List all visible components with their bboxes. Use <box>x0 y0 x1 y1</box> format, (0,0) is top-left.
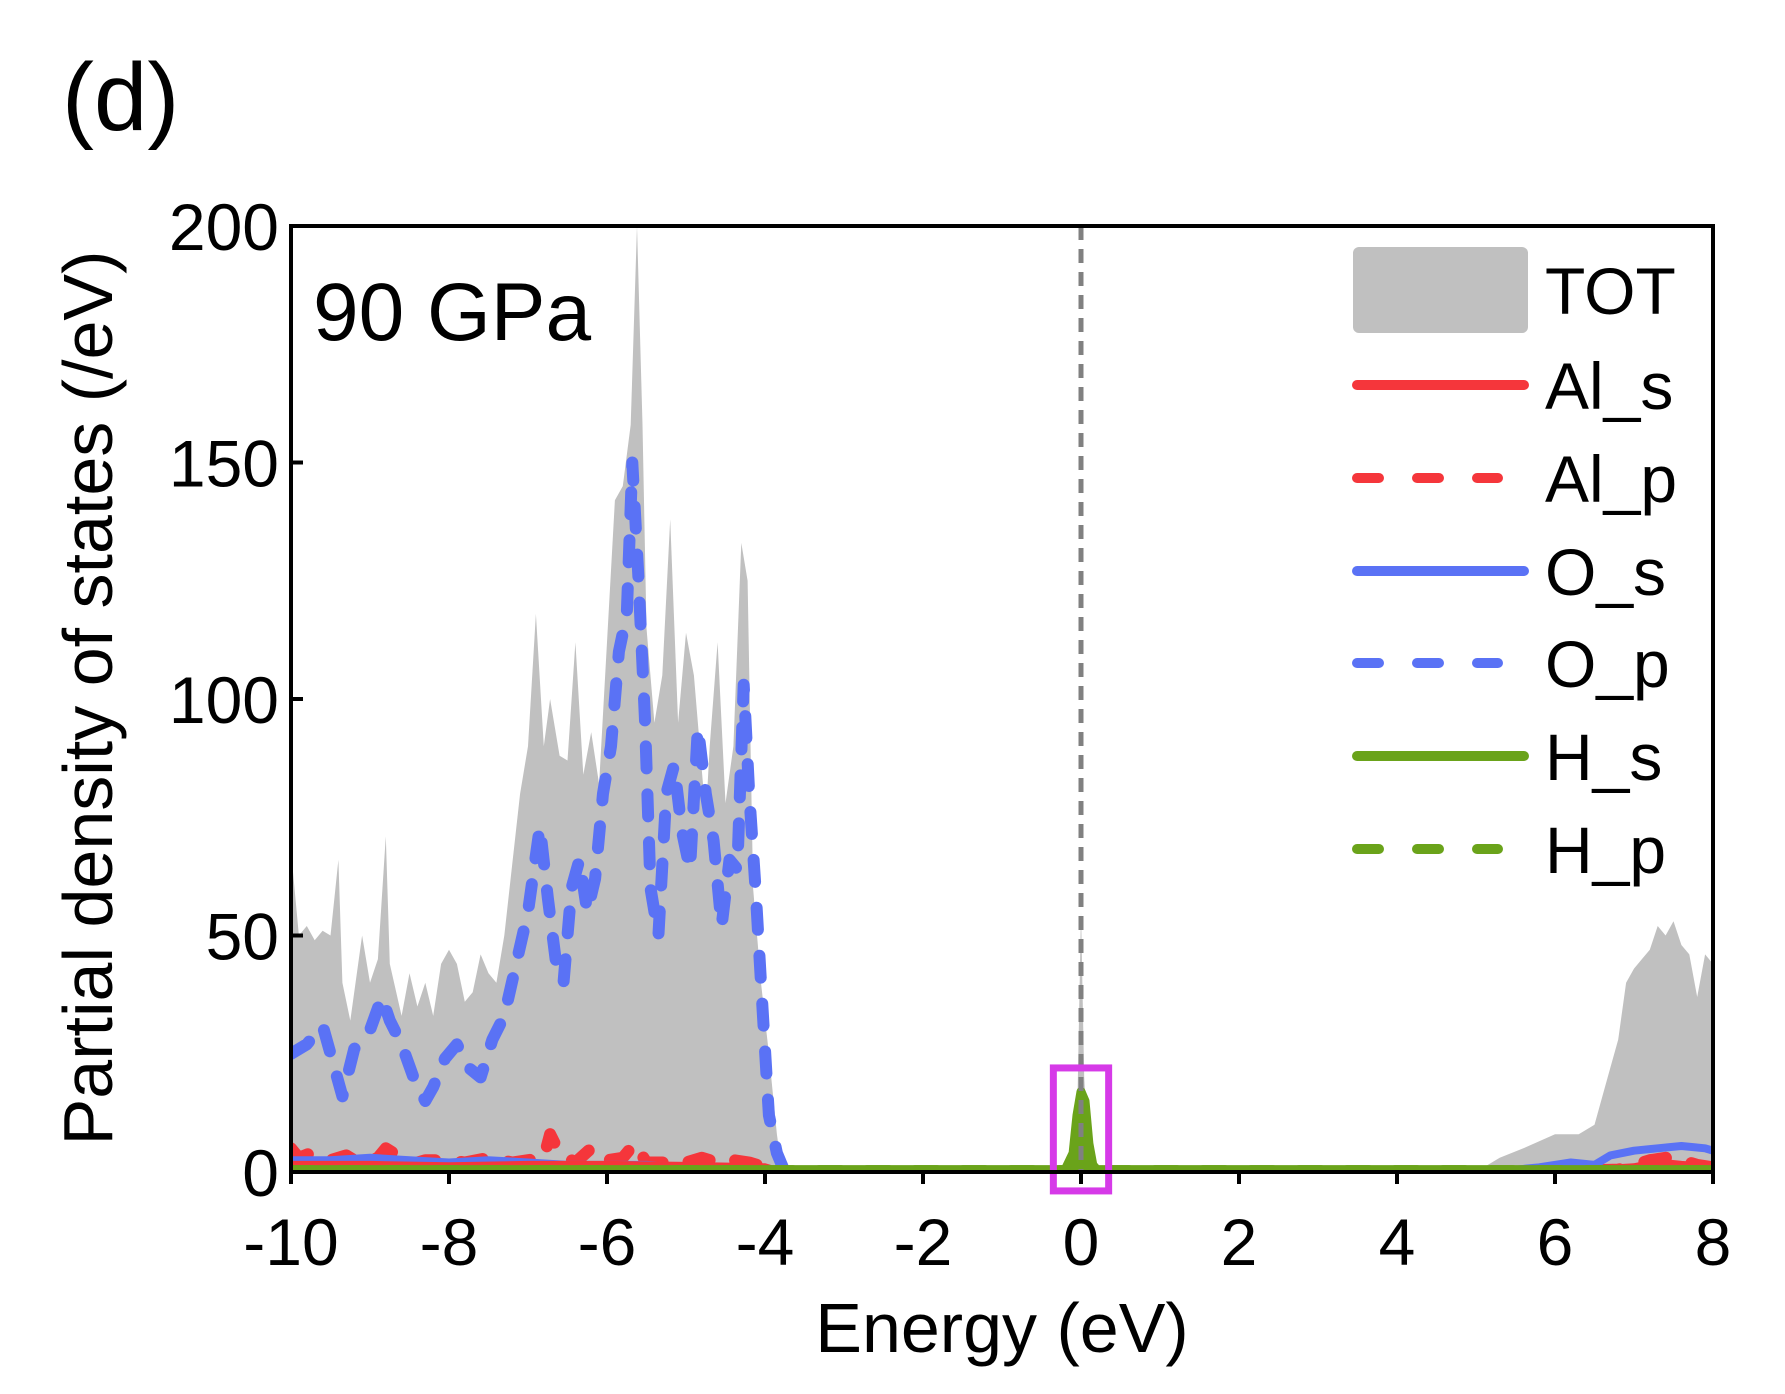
x-tick-label: 8 <box>1695 1205 1732 1279</box>
legend-item-h-p: H_p <box>1352 813 1666 887</box>
legend-item-o-p: O_p <box>1352 627 1670 701</box>
series-h-s-line <box>291 1087 1713 1172</box>
y-tick-label: 200 <box>169 190 279 264</box>
y-tick-label: 100 <box>169 663 279 737</box>
legend: TOT Al_s Al_p O_s O_p H_s H_p <box>1352 247 1677 887</box>
legend-label: Al_s <box>1545 349 1673 423</box>
legend-item-al-p: Al_p <box>1352 442 1677 516</box>
series-tot-area <box>291 226 1713 1172</box>
legend-item-o-s: O_s <box>1352 535 1666 609</box>
x-tick-label: -4 <box>736 1205 795 1279</box>
panel-label: (d) <box>62 44 179 151</box>
legend-item-tot: TOT <box>1353 247 1676 333</box>
legend-label: O_p <box>1545 627 1670 701</box>
x-axis-title: Energy (eV) <box>815 1289 1188 1367</box>
x-tick-label: 4 <box>1379 1205 1416 1279</box>
x-tick-label: -8 <box>420 1205 479 1279</box>
x-tick-label: 6 <box>1537 1205 1574 1279</box>
x-tick-label: -2 <box>894 1205 953 1279</box>
legend-swatch <box>1353 247 1528 333</box>
plot-area <box>291 226 1713 1172</box>
legend-label: H_p <box>1545 813 1666 887</box>
x-tick-label: 2 <box>1221 1205 1258 1279</box>
x-axis: -10 -8 -6 -4 -2 0 2 4 6 8 <box>243 1172 1731 1279</box>
x-tick-label: -10 <box>243 1205 338 1279</box>
y-tick-label: 0 <box>242 1136 279 1210</box>
legend-label: Al_p <box>1545 442 1677 516</box>
series-layer <box>291 226 1713 1172</box>
x-tick-label: 0 <box>1063 1205 1100 1279</box>
pressure-annotation: 90 GPa <box>313 267 591 358</box>
legend-label: H_s <box>1545 720 1662 794</box>
y-tick-label: 50 <box>206 900 279 974</box>
x-tick-label: -6 <box>578 1205 637 1279</box>
y-tick-label: 150 <box>169 427 279 501</box>
legend-item-al-s: Al_s <box>1352 349 1673 423</box>
highlight-box <box>1049 1064 1113 1195</box>
legend-item-h-s: H_s <box>1352 720 1662 794</box>
y-axis-title: Partial density of states (/eV) <box>49 251 127 1146</box>
legend-label: O_s <box>1545 535 1666 609</box>
legend-label: TOT <box>1545 254 1676 328</box>
y-axis: 0 50 100 150 200 <box>169 190 303 1210</box>
